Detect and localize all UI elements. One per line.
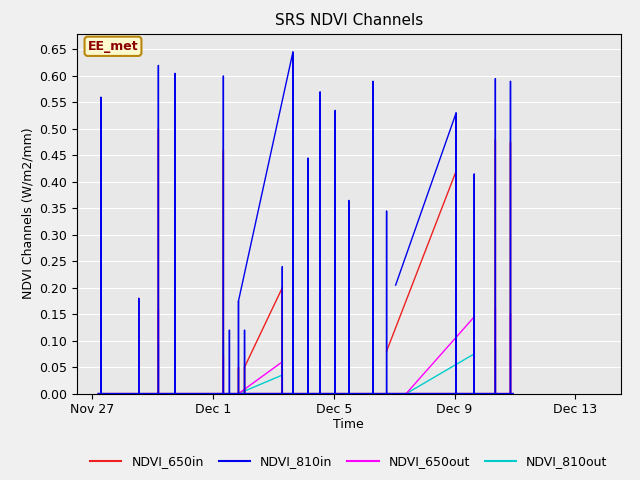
X-axis label: Time: Time <box>333 418 364 431</box>
Y-axis label: NDVI Channels (W/m2/mm): NDVI Channels (W/m2/mm) <box>22 128 35 300</box>
Text: EE_met: EE_met <box>88 40 138 53</box>
Title: SRS NDVI Channels: SRS NDVI Channels <box>275 13 423 28</box>
Legend: NDVI_650in, NDVI_810in, NDVI_650out, NDVI_810out: NDVI_650in, NDVI_810in, NDVI_650out, NDV… <box>85 450 612 473</box>
